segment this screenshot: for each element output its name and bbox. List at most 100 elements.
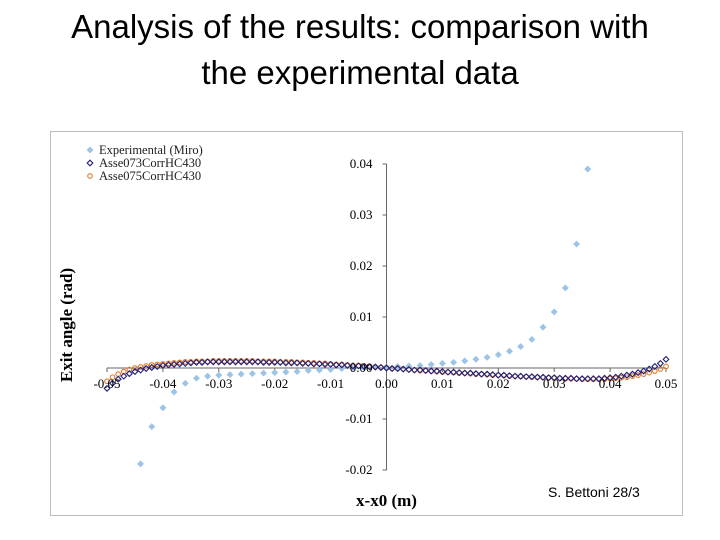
data-point <box>215 358 223 366</box>
data-point <box>522 373 530 381</box>
data-point <box>561 284 569 292</box>
data-point <box>192 358 201 366</box>
data-point <box>164 361 173 369</box>
data-point <box>126 366 133 373</box>
data-point <box>399 365 407 373</box>
data-point <box>578 375 586 383</box>
data-point <box>584 165 592 173</box>
data-point <box>181 359 189 367</box>
data-point <box>505 347 514 355</box>
data-point <box>494 351 502 359</box>
data-point <box>511 372 519 380</box>
data-point <box>170 388 178 396</box>
x-tick-label: -0.01 <box>317 376 344 391</box>
data-point <box>477 370 486 378</box>
x-axis-title: x-x0 (m) <box>356 491 417 510</box>
data-point <box>103 384 111 392</box>
y-axis-title: Exit angle (rad) <box>57 268 76 382</box>
data-point <box>143 363 149 369</box>
data-point <box>226 371 234 379</box>
scatter-chart: -0.05 -0.04 -0.03 -0.02 -0.01 0.00 0.01 0.02 0.0… <box>57 143 677 510</box>
data-point <box>265 358 273 366</box>
data-point <box>293 368 301 376</box>
x-tick-label: -0.03 <box>205 376 232 391</box>
data-point <box>438 367 446 376</box>
slide-title-line-2: the experimental data <box>201 54 519 91</box>
data-point <box>584 375 592 383</box>
data-point <box>182 359 189 365</box>
data-point <box>343 361 351 370</box>
data-point <box>148 423 156 431</box>
data-point <box>382 364 391 372</box>
data-point <box>109 379 117 387</box>
data-point <box>377 363 385 372</box>
data-point <box>315 366 323 374</box>
series-2 <box>103 355 670 392</box>
data-point <box>237 370 245 378</box>
data-point <box>438 359 446 367</box>
data-point <box>153 362 161 371</box>
data-point <box>125 370 133 378</box>
legend-marker <box>86 159 94 167</box>
data-point <box>104 378 110 385</box>
slide-title: Analysis of the results: comparison with… <box>0 4 720 96</box>
data-point <box>505 372 514 380</box>
data-point <box>624 374 630 381</box>
data-point <box>293 359 301 367</box>
data-point <box>433 367 441 375</box>
legend: Experimental (Miro)Asse073CorrHC430Asse0… <box>86 143 203 183</box>
data-point <box>338 361 346 369</box>
y-tick-label: -0.01 <box>345 411 372 426</box>
data-point <box>629 373 636 380</box>
data-point <box>640 371 647 377</box>
x-tick-label: -0.05 <box>93 376 120 391</box>
data-point <box>159 361 167 370</box>
data-point <box>315 360 323 368</box>
data-point <box>606 374 614 382</box>
x-tick-label: -0.04 <box>149 376 177 391</box>
data-point <box>282 359 290 367</box>
data-point <box>248 370 256 378</box>
data-point <box>231 358 240 366</box>
data-point <box>472 355 480 363</box>
data-point <box>545 374 553 382</box>
data-point <box>617 372 625 380</box>
data-point <box>109 374 116 381</box>
data-point <box>349 362 357 370</box>
data-point <box>371 363 379 371</box>
data-point <box>220 358 228 366</box>
data-point <box>165 360 172 367</box>
data-point <box>663 363 669 370</box>
data-point <box>366 363 374 371</box>
data-point <box>310 360 318 368</box>
data-point <box>114 375 122 383</box>
legend-marker <box>86 146 94 154</box>
data-point <box>271 369 279 377</box>
data-point <box>254 358 262 366</box>
data-point <box>410 366 419 374</box>
data-point <box>517 343 525 351</box>
data-point <box>209 358 217 366</box>
data-point <box>656 359 664 367</box>
x-tick-label: 0.01 <box>431 376 454 391</box>
chart-frame: -0.05 -0.04 -0.03 -0.02 -0.01 0.00 0.01 0.02 0.0… <box>50 131 683 516</box>
data-point <box>657 366 664 372</box>
data-point <box>148 362 155 368</box>
y-tick-label: 0.02 <box>350 258 373 273</box>
data-point <box>137 364 144 370</box>
data-point <box>472 370 480 378</box>
data-point <box>276 358 284 366</box>
data-point <box>388 364 396 373</box>
legend-label: Asse075CorrHC430 <box>99 169 201 183</box>
data-point <box>394 364 402 373</box>
data-point <box>259 369 268 377</box>
data-point <box>176 360 184 368</box>
data-point <box>573 240 581 248</box>
data-point <box>589 375 597 383</box>
data-point <box>131 367 139 376</box>
y-tick-label: 0.01 <box>350 309 373 324</box>
data-point <box>287 359 296 367</box>
data-point <box>628 370 637 378</box>
legend-label: Asse073CorrHC430 <box>99 156 201 170</box>
series-1 <box>136 165 592 468</box>
